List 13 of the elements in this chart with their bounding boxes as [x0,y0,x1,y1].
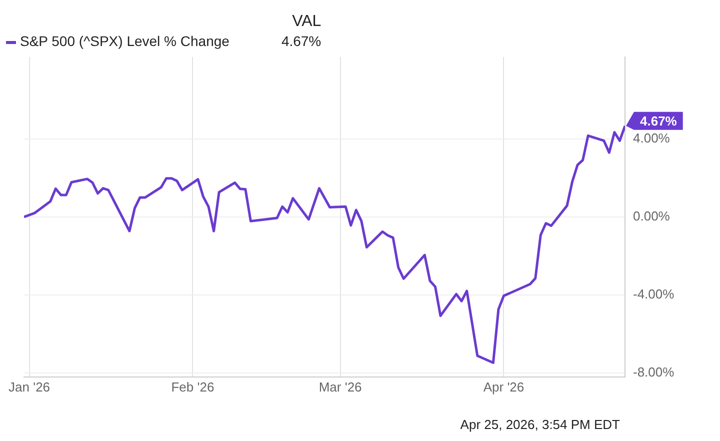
legend-label: S&P 500 (^SPX) Level % Change [19,32,230,50]
x-tick-label: Apr '26 [483,379,524,394]
y-tick-label: -8.00% [633,364,675,380]
legend-title: VAL [291,12,322,32]
x-tick-label: Feb '26 [171,379,214,394]
text: Apr 25, 2026, 3:54 PM EDT [460,417,620,432]
x-tick-label: Mar '26 [318,379,362,394]
y-tick-label: -4.00% [633,286,675,302]
x-tick-label: Jan '26 [8,379,50,394]
y-tick-label: 4.00% [633,130,670,146]
text: 4.67% [281,33,322,49]
data-label: 4.67% [640,113,678,128]
y-tick-label: 0.00% [633,208,670,224]
